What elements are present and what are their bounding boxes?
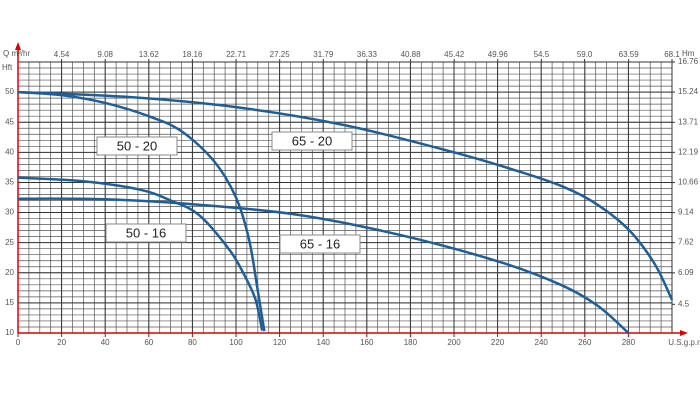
x2-tick-label: 4.54: [54, 50, 70, 59]
x2-tick-label: 36.33: [357, 50, 378, 59]
y-tick-label: 50: [5, 87, 14, 96]
x2-tick-label: 40.88: [401, 50, 422, 59]
x2-tick-label: 45.42: [444, 50, 465, 59]
x2-axis-label: Q m³/hr: [3, 49, 30, 58]
y2-tick-label: 12.19: [678, 147, 699, 156]
y2-tick-label: 9.14: [678, 208, 694, 217]
y-tick-label: 30: [5, 208, 14, 217]
y-axis-label: Hft: [2, 63, 13, 72]
x-tick-label: 120: [273, 338, 287, 347]
x-tick-label: 160: [360, 338, 374, 347]
x-tick-label: 100: [229, 338, 243, 347]
y-tick-label: 20: [5, 268, 14, 277]
y-tick-label: 35: [5, 178, 14, 187]
curve-label-box: [105, 223, 187, 243]
series-line: [17, 90, 266, 332]
series-line: [17, 197, 630, 334]
x-tick-label: 200: [447, 338, 461, 347]
x-axis-arrow: [680, 330, 688, 336]
y-tick-label: 15: [5, 298, 14, 307]
x-tick-label: 240: [535, 338, 549, 347]
x-tick-label: 20: [57, 338, 66, 347]
x2-tick-label: 9.08: [97, 50, 113, 59]
x2-tick-label: 18.16: [182, 50, 203, 59]
x-tick-label: 220: [491, 338, 505, 347]
x2-tick-label: 27.25: [270, 50, 291, 59]
curve-label-box: [271, 131, 353, 151]
y2-tick-label: 6.09: [678, 268, 694, 277]
y-tick-label: 10: [5, 328, 14, 337]
curve-label: 50 - 20: [117, 138, 157, 153]
y2-tick-label: 7.62: [678, 238, 694, 247]
y2-axis-label: Hm: [682, 49, 695, 58]
x-tick-label: 140: [317, 338, 331, 347]
x-axis-label: U.S.g.p.m: [668, 338, 700, 347]
x2-tick-label: 63.59: [619, 50, 640, 59]
y-tick-label: 40: [5, 147, 14, 156]
y-tick-label: 25: [5, 238, 14, 247]
curve-label: 65 - 20: [292, 133, 332, 148]
x-tick-label: 260: [578, 338, 592, 347]
y2-tick-label: 10.66: [678, 178, 699, 187]
x2-tick-label: 22.71: [226, 50, 247, 59]
y-tick-label: 45: [5, 117, 14, 126]
series-line: [17, 176, 264, 331]
x-tick-label: 80: [188, 338, 197, 347]
x2-tick-label: 13.62: [139, 50, 160, 59]
x-tick-label: 40: [101, 338, 110, 347]
y2-tick-label: 4.5: [678, 299, 690, 308]
y2-tick-label: 13.71: [678, 117, 699, 126]
x2-tick-label: 49.96: [488, 50, 509, 59]
series-line: [17, 90, 674, 301]
x-tick-label: 0: [16, 338, 21, 347]
x2-tick-label: 54.5: [534, 50, 550, 59]
curve-label-box: [96, 136, 178, 156]
x2-tick-label: 59.0: [577, 50, 593, 59]
x-tick-label: 180: [404, 338, 418, 347]
x-tick-label: 60: [144, 338, 153, 347]
curve-label: 65 - 16: [300, 236, 340, 251]
y2-tick-label: 16.76: [678, 57, 699, 66]
x2-tick-label: 31.79: [313, 50, 334, 59]
x2-tick-label: 68.1: [664, 50, 680, 59]
y2-tick-label: 15.24: [678, 87, 699, 96]
curve-label-box: [279, 234, 361, 254]
curve-label: 50 - 16: [126, 225, 166, 240]
x-tick-label: 280: [622, 338, 636, 347]
y-axis-arrow: [15, 42, 21, 50]
